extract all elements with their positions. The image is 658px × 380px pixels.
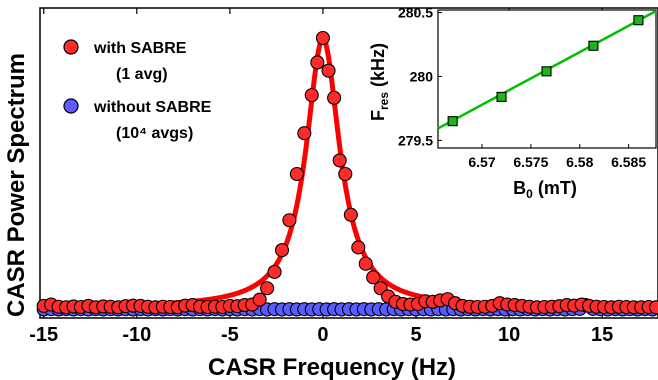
inset-ticks: 6.57 6.575 6.58 6.585 279.5 280 280.5: [398, 5, 646, 170]
legend-sublabel-without-sabre: (10⁴ avgs): [116, 125, 193, 142]
inset-point: [447, 116, 458, 127]
legend-sublabel-with-sabre: (1 avg): [116, 66, 168, 83]
inset-y-tick-label: 280: [410, 68, 434, 84]
legend-label-with-sabre: with SABRE: [93, 40, 187, 57]
inset-point: [633, 15, 644, 26]
with-sabre-point: [338, 166, 353, 182]
legend-marker-without-sabre: [63, 98, 79, 114]
inset-x-axis-label: B0 (mT): [513, 178, 577, 201]
with-sabre-point: [321, 63, 336, 78]
inset-point: [541, 66, 552, 77]
main-x-tick-label: -10: [122, 324, 151, 346]
legend-marker-with-sabre: [63, 39, 79, 55]
inset-y-tick-label: 280.5: [398, 5, 433, 21]
with-sabre-point: [304, 88, 319, 103]
inset-x-tick-label: 6.57: [468, 154, 495, 170]
inset-points: [447, 15, 644, 127]
legend: with SABRE (1 avg) without SABRE (10⁴ av…: [63, 39, 212, 142]
with-sabre-point: [274, 243, 290, 258]
with-sabre-point: [366, 270, 381, 285]
with-sabre-point: [289, 166, 304, 182]
with-sabre-points: [36, 30, 658, 315]
inset-x-tick-label: 6.575: [513, 154, 548, 170]
with-sabre-point: [310, 55, 325, 70]
legend-label-without-sabre: without SABRE: [93, 99, 212, 116]
with-sabre-point: [358, 256, 373, 271]
main-y-axis-label: CASR Power Spectrum: [3, 53, 30, 317]
with-sabre-point: [260, 281, 275, 296]
inset-plot-frame: [437, 9, 657, 149]
inset-y-tick-label: 279.5: [398, 132, 433, 148]
main-x-tick-label: 5: [410, 324, 421, 346]
main-x-tick-label: 0: [317, 324, 328, 346]
inset-x-tick-label: 6.585: [611, 154, 646, 170]
with-sabre-point: [332, 153, 347, 168]
main-chart: -15 -10 -5 0 5 10 15 CASR Frequency (Hz) CASR …: [3, 7, 658, 380]
main-x-axis-label: CASR Frequency (Hz): [208, 354, 456, 380]
with-sabre-point: [351, 240, 366, 255]
inset-point: [588, 40, 599, 51]
inset-y-axis-label: Fres (kHz): [368, 43, 391, 121]
main-x-tick-label: 15: [591, 324, 613, 346]
with-sabre-point: [649, 300, 658, 315]
main-x-tick-label: -5: [221, 324, 239, 346]
main-x-tick-label: -15: [29, 324, 58, 346]
main-plot-frame: [39, 7, 658, 319]
with-sabre-point: [343, 207, 358, 222]
inset-point: [496, 91, 507, 102]
with-sabre-point: [297, 126, 312, 141]
with-sabre-point: [315, 30, 330, 46]
main-x-tick-label: 10: [498, 324, 520, 346]
inset-x-tick-label: 6.58: [566, 154, 593, 170]
with-sabre-point: [327, 90, 342, 105]
with-sabre-point: [282, 213, 297, 228]
with-sabre-point: [252, 292, 267, 307]
inset-background: [438, 10, 656, 148]
with-sabre-point: [267, 264, 282, 279]
